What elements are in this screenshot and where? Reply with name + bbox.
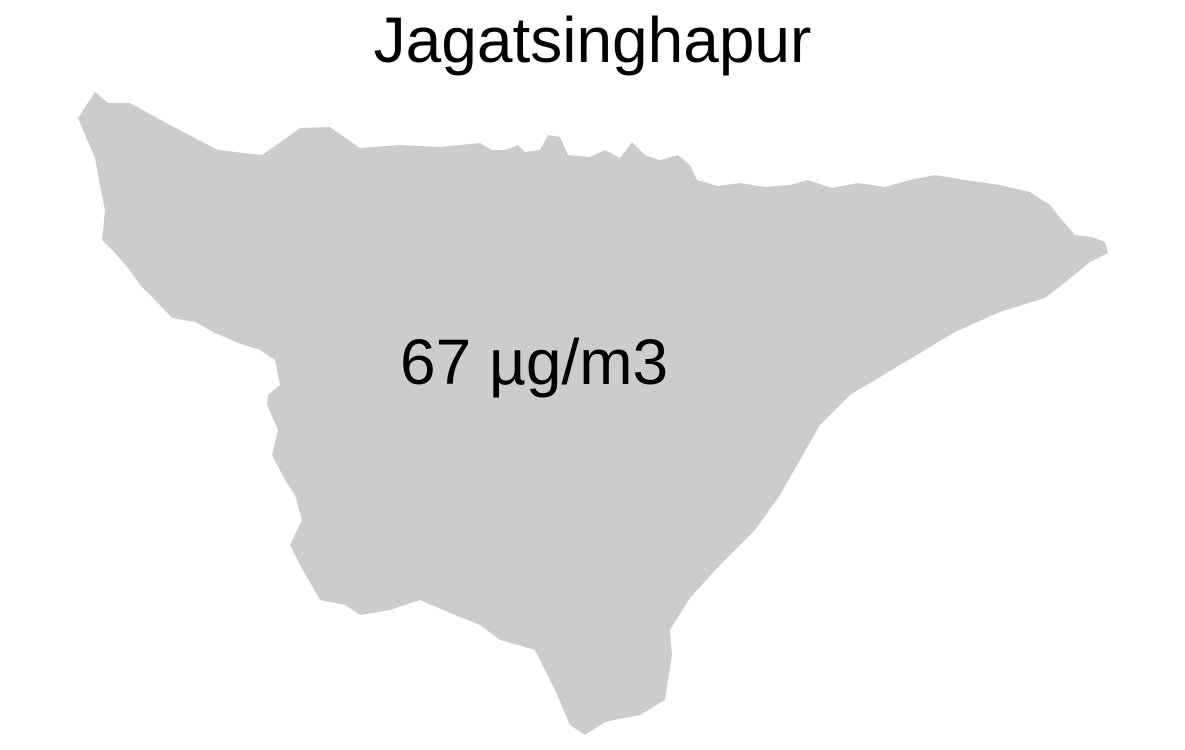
district-shape-jagatsinghapur bbox=[78, 92, 1108, 735]
pm25-value-label: 67 µg/m3 bbox=[400, 326, 669, 398]
map-title: Jagatsinghapur bbox=[373, 4, 812, 76]
